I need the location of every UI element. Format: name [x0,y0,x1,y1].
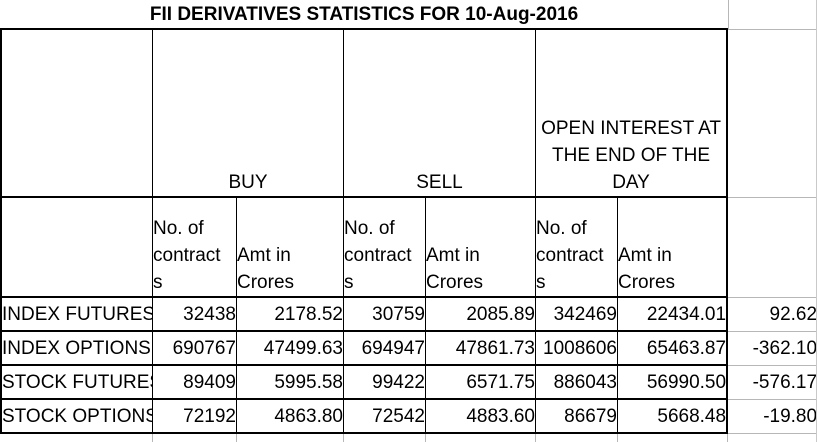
table-row: STOCK FUTURES 89409 5995.58 99422 6571.7… [0,366,818,400]
gridline-stub [343,434,344,442]
cell-oi-contracts: 886043 [536,366,618,400]
title-row: FII DERIVATIVES STATISTICS FOR 10-Aug-20… [0,0,818,30]
net-column-subheader-empty [728,198,818,298]
cell-buy-contracts: 89409 [153,366,237,400]
net-column-header-empty [728,0,818,30]
cell-sell-contracts: 99422 [344,366,426,400]
cell-oi-amount: 56990.50 [618,366,729,400]
gridline-stub [727,434,728,442]
gridline-stub [152,434,153,442]
subheader-buy-amount: Amt in Crores [237,198,344,298]
cell-oi-amount: 5668.48 [618,400,729,434]
gridline-stub [535,434,536,442]
cell-oi-amount: 22434.01 [618,298,729,332]
cell-buy-amount: 2178.52 [237,298,344,332]
group-header-buy: BUY [153,30,344,198]
cell-oi-amount: 65463.87 [618,332,729,366]
table-row: INDEX OPTIONS 690767 47499.63 694947 478… [0,332,818,366]
cell-buy-contracts: 32438 [153,298,237,332]
cell-oi-contracts: 1008606 [536,332,618,366]
net-column-group-empty [728,30,818,198]
cell-buy-contracts: 690767 [153,332,237,366]
subheader-buy-contracts: No. of contract s [153,198,237,298]
row-label: INDEX OPTIONS [0,332,153,366]
cell-sell-contracts: 694947 [344,332,426,366]
gridline-stub [425,434,426,442]
cell-sell-contracts: 72542 [344,400,426,434]
group-header-sell: SELL [344,30,536,198]
row-label: INDEX FUTURES [0,298,153,332]
row-label-subheader-empty [0,198,153,298]
cell-buy-amount: 47499.63 [237,332,344,366]
cell-buy-amount: 4863.80 [237,400,344,434]
sheet-right-gridline [816,0,817,442]
cell-buy-contracts: 72192 [153,400,237,434]
table-row: STOCK OPTIONS 72192 4863.80 72542 4883.6… [0,400,818,434]
subheader-sell-amount: Amt in Crores [426,198,536,298]
row-label: STOCK FUTURES [0,366,153,400]
cell-sell-contracts: 30759 [344,298,426,332]
cell-oi-contracts: 342469 [536,298,618,332]
fii-derivatives-table: FII DERIVATIVES STATISTICS FOR 10-Aug-20… [0,0,818,434]
cell-sell-amount: 6571.75 [426,366,536,400]
cell-buy-amount: 5995.58 [237,366,344,400]
cell-net-change: -362.10 [728,332,818,366]
subheader-sell-contracts: No. of contract s [344,198,426,298]
cell-net-change: 92.62 [728,298,818,332]
cell-net-change: -19.80 [728,400,818,434]
gridline-stub [617,434,618,442]
cell-sell-amount: 4883.60 [426,400,536,434]
cell-oi-contracts: 86679 [536,400,618,434]
subheader-oi-amount: Amt in Crores [618,198,729,298]
subheader-row: No. of contract s Amt in Crores No. of c… [0,198,818,298]
table-title: FII DERIVATIVES STATISTICS FOR 10-Aug-20… [0,0,729,30]
cell-sell-amount: 2085.89 [426,298,536,332]
group-header-open-interest: OPEN INTEREST AT THE END OF THE DAY [536,30,729,198]
subheader-oi-contracts: No. of contract s [536,198,618,298]
cell-net-change: -576.17 [728,366,818,400]
row-label: STOCK OPTIONS [0,400,153,434]
row-label-header-empty [0,30,153,198]
cell-sell-amount: 47861.73 [426,332,536,366]
table-row: INDEX FUTURES 32438 2178.52 30759 2085.8… [0,298,818,332]
group-header-row: BUY SELL OPEN INTEREST AT THE END OF THE… [0,30,818,198]
gridline-stub [236,434,237,442]
